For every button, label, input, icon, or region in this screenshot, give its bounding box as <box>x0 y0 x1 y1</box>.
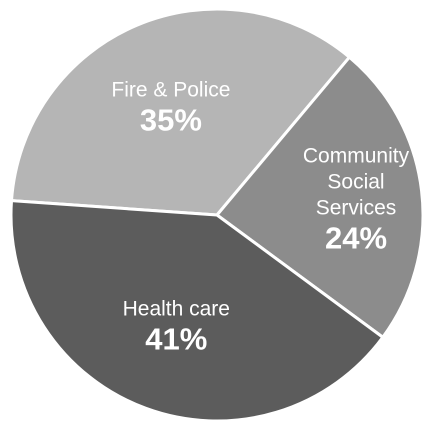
slice-label: Health care <box>123 298 230 321</box>
pie-slice <box>9 199 385 423</box>
slice-value-label: 35% <box>140 102 202 137</box>
pie-slice <box>9 7 352 217</box>
slice-label: Community <box>303 144 410 167</box>
slice-label: Services <box>316 196 397 219</box>
slice-value-label: 41% <box>145 322 207 357</box>
slice-label: Social <box>327 170 384 193</box>
slice-label: Fire & Police <box>111 78 230 101</box>
slice-value-label: 24% <box>325 220 387 255</box>
pie-slice <box>214 55 424 340</box>
